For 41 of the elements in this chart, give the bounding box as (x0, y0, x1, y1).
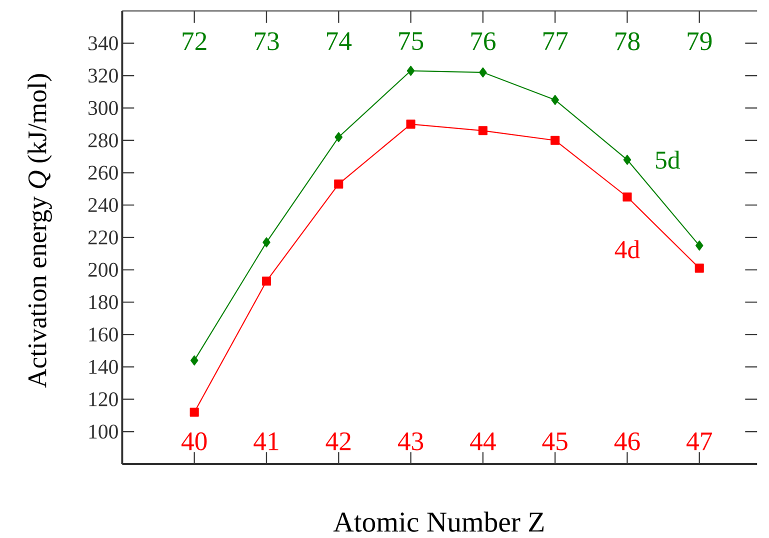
x-tick-label: 42 (326, 432, 351, 450)
y-tick-label: 120 (89, 392, 118, 407)
point (478, 126, 488, 136)
x2-tick-label: 75 (399, 32, 424, 50)
y-tick-label: 340 (88, 36, 118, 51)
y-tick-label: 220 (88, 230, 118, 245)
x2-tick-label: 72 (182, 32, 206, 50)
x2-tick-label: 78 (616, 32, 640, 51)
point (190, 408, 199, 417)
x-tick-label: 44 (470, 432, 496, 450)
y-tick-label: 160 (89, 328, 118, 342)
y-tick-label: 200 (88, 263, 118, 278)
x2-tick-label: 77 (543, 32, 568, 50)
x2-tick-label: 73 (254, 32, 279, 50)
x2-tick-label: 74 (327, 32, 352, 50)
x-tick-label: 43 (398, 432, 424, 451)
point (262, 276, 272, 286)
x2-tick-label: 76 (471, 32, 496, 50)
y-tick-label: 100 (89, 424, 118, 439)
point (622, 192, 632, 202)
y-tick-label: 260 (88, 166, 118, 180)
x-axis-title: Atomic Number Z (333, 512, 544, 532)
point (694, 264, 704, 273)
y-tick-label: 300 (88, 101, 118, 116)
x-tick-label: 46 (614, 432, 640, 451)
x2-tick-label: 79 (688, 32, 712, 50)
point (406, 120, 416, 129)
x-tick-label: 40 (182, 432, 207, 451)
series-label: 5d (656, 150, 680, 170)
point (550, 136, 560, 146)
y-tick-label: 320 (88, 68, 118, 83)
y-tick-label: 240 (88, 198, 118, 212)
x-tick-label: 45 (542, 432, 568, 451)
y-tick-label: 180 (89, 295, 118, 310)
point (334, 180, 344, 189)
y-tick-label: 140 (89, 360, 118, 374)
series-label: 4d (614, 240, 640, 259)
y-tick-label: 280 (88, 134, 118, 148)
x-tick-label: 41 (254, 432, 278, 450)
x-tick-label: 47 (686, 432, 712, 450)
y-axis-title: Activation energy Q (kJ/mol) (28, 74, 52, 388)
